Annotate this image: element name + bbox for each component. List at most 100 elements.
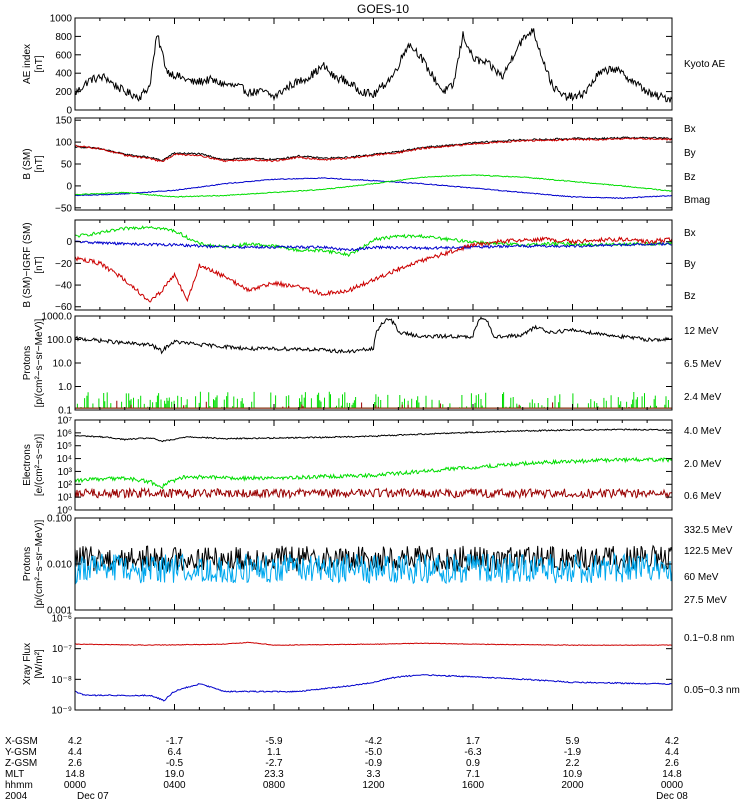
series-0-05-0-3-nm <box>75 674 672 702</box>
footer-value: -5.0 <box>365 747 383 758</box>
series-60-MeV <box>75 551 672 585</box>
series-0-6-MeV <box>75 428 672 443</box>
y-tick-label: 10⁶ <box>57 428 72 439</box>
footer-value: Dec 08 <box>656 791 688 800</box>
legend-entry: 122.5 MeV <box>684 546 733 557</box>
footer-value: -0.5 <box>166 758 184 769</box>
y-tick-label: 10⁻⁷ <box>52 644 72 655</box>
orbit-footer: X-GSM 4.2 -1.7 -5.9 -4.2 1.7 5.9 4.2 Y-GSM 4.4 6.4… <box>5 736 688 800</box>
footer-row-label: Y-GSM <box>5 747 37 758</box>
legend-entry: 2.0 MeV <box>684 459 722 470</box>
y-tick-label: 0 <box>66 237 72 248</box>
panel-frame <box>74 315 673 411</box>
footer-value: 2000 <box>561 780 584 791</box>
footer-value: 4.2 <box>665 736 679 747</box>
y-tick-label: 0 <box>66 181 72 192</box>
y-tick-label: 200 <box>55 87 72 98</box>
footer-value: 2.6 <box>665 758 679 769</box>
y-tick-label: 10² <box>58 480 73 491</box>
footer-value: 6.4 <box>168 747 182 758</box>
y-tick-label: 400 <box>55 69 72 80</box>
footer-row-label: X-GSM <box>5 736 38 747</box>
footer-value: -5.9 <box>265 736 283 747</box>
legend-entry: 332.5 MeV <box>684 525 733 536</box>
panel-3: −60 −40 −20 0 B (SM)−IGRF (SM) [nT] Bx By Bz <box>22 219 696 313</box>
series-4-0-MeV <box>75 486 672 500</box>
y-tick-label: 50 <box>61 160 73 171</box>
footer-value: 10.9 <box>563 769 583 780</box>
footer-value: -1.7 <box>166 736 184 747</box>
footer-value: 4.4 <box>665 747 679 758</box>
legend-entry: 27.5 MeV <box>684 595 727 606</box>
panel-6: 0.001 0.010 0.100 Protons [p/(cm²−s−sr−MeV)]… <box>22 514 733 617</box>
y-axis-label: AE index <box>22 44 33 84</box>
panel-7: 10⁻⁹ 10⁻⁸ 10⁻⁷ 10⁻⁶ Xray Flux [W/m²] 0.1−0.8 n… <box>22 614 740 717</box>
footer-value: 1600 <box>462 780 485 791</box>
y-tick-label: −50 <box>55 203 72 214</box>
footer-value: Dec 07 <box>77 791 109 800</box>
y-tick-label: 10⁵ <box>57 441 72 452</box>
figure-title: GOES-10 <box>357 2 409 16</box>
series-By <box>75 174 672 198</box>
y-tick-label: 10⁴ <box>57 454 72 465</box>
footer-value: 4.4 <box>68 747 82 758</box>
y-tick-label: 0.001 <box>47 606 72 617</box>
series-group <box>75 225 672 303</box>
series-0-1-0-8-nm <box>75 641 672 647</box>
legend-entry: Bx <box>684 228 696 239</box>
y-axis-label: [nT] <box>34 155 45 172</box>
y-axis-label: [W/m²] <box>34 649 45 679</box>
footer-value: 0400 <box>163 780 186 791</box>
legend-entry: Bz <box>684 291 696 302</box>
footer-value: 14.8 <box>662 769 682 780</box>
y-tick-label: 1000.0 <box>41 312 72 323</box>
legend-entry: Bx <box>684 124 696 135</box>
y-axis-label: Protons <box>22 547 33 581</box>
series-Bx <box>75 240 672 252</box>
y-tick-label: 10⁻⁶ <box>51 614 72 625</box>
panel-4: 0.1 1.0 10.0 100.0 1000.0 Protons [p/(cm²−s−sr… <box>22 312 722 417</box>
y-tick-label: 150 <box>55 116 72 127</box>
series-group <box>75 28 672 103</box>
y-tick-label: 1000 <box>50 14 73 25</box>
y-tick-label: 10³ <box>58 467 73 478</box>
y-tick-label: 10⁻⁹ <box>51 706 72 717</box>
footer-value: 7.1 <box>466 769 480 780</box>
footer-value: 2.6 <box>68 758 82 769</box>
y-axis-label: [nT] <box>34 256 45 273</box>
footer-value: -1.9 <box>564 747 582 758</box>
y-axis-label: B (SM)−IGRF (SM) <box>22 222 33 307</box>
series-Bz <box>75 236 672 303</box>
y-axis-label: [nT] <box>34 55 45 72</box>
legend-entry: 60 MeV <box>684 572 719 583</box>
footer-row-label: Z-GSM <box>5 758 37 769</box>
series-By <box>75 225 672 258</box>
y-axis-label: Xray Flux <box>22 643 33 685</box>
series-Bmag <box>75 136 672 162</box>
footer-value: -2.7 <box>265 758 283 769</box>
y-tick-label: 10⁷ <box>57 416 72 427</box>
footer-row-label: MLT <box>5 769 24 780</box>
series-group <box>75 641 672 702</box>
legend-entry: 12 MeV <box>684 326 719 337</box>
panel-1: 0 200 400 600 800 1000 AE index [nT] Kyoto AE <box>22 14 725 117</box>
footer-value: 19.0 <box>165 769 185 780</box>
series-group <box>75 428 672 500</box>
series-Bx <box>75 177 672 200</box>
y-tick-label: 10.0 <box>53 359 73 370</box>
footer-value: 0800 <box>263 780 286 791</box>
legend-entry: 0.6 MeV <box>684 491 722 502</box>
footer-value: 0.9 <box>466 758 480 769</box>
y-tick-label: 100 <box>55 138 72 149</box>
y-axis-label: [p/(cm²−s−sr−MeV)] <box>34 318 45 407</box>
series-group <box>75 316 672 409</box>
footer-value: 5.9 <box>566 736 580 747</box>
series-27-5-MeV <box>75 544 672 573</box>
footer-value: 0000 <box>661 780 684 791</box>
y-axis-label: [e/(cm²−s−sr)] <box>34 434 45 496</box>
y-tick-label: 0.100 <box>47 514 72 525</box>
y-axis-label: Protons <box>22 346 33 380</box>
y-tick-label: 0 <box>66 106 72 117</box>
